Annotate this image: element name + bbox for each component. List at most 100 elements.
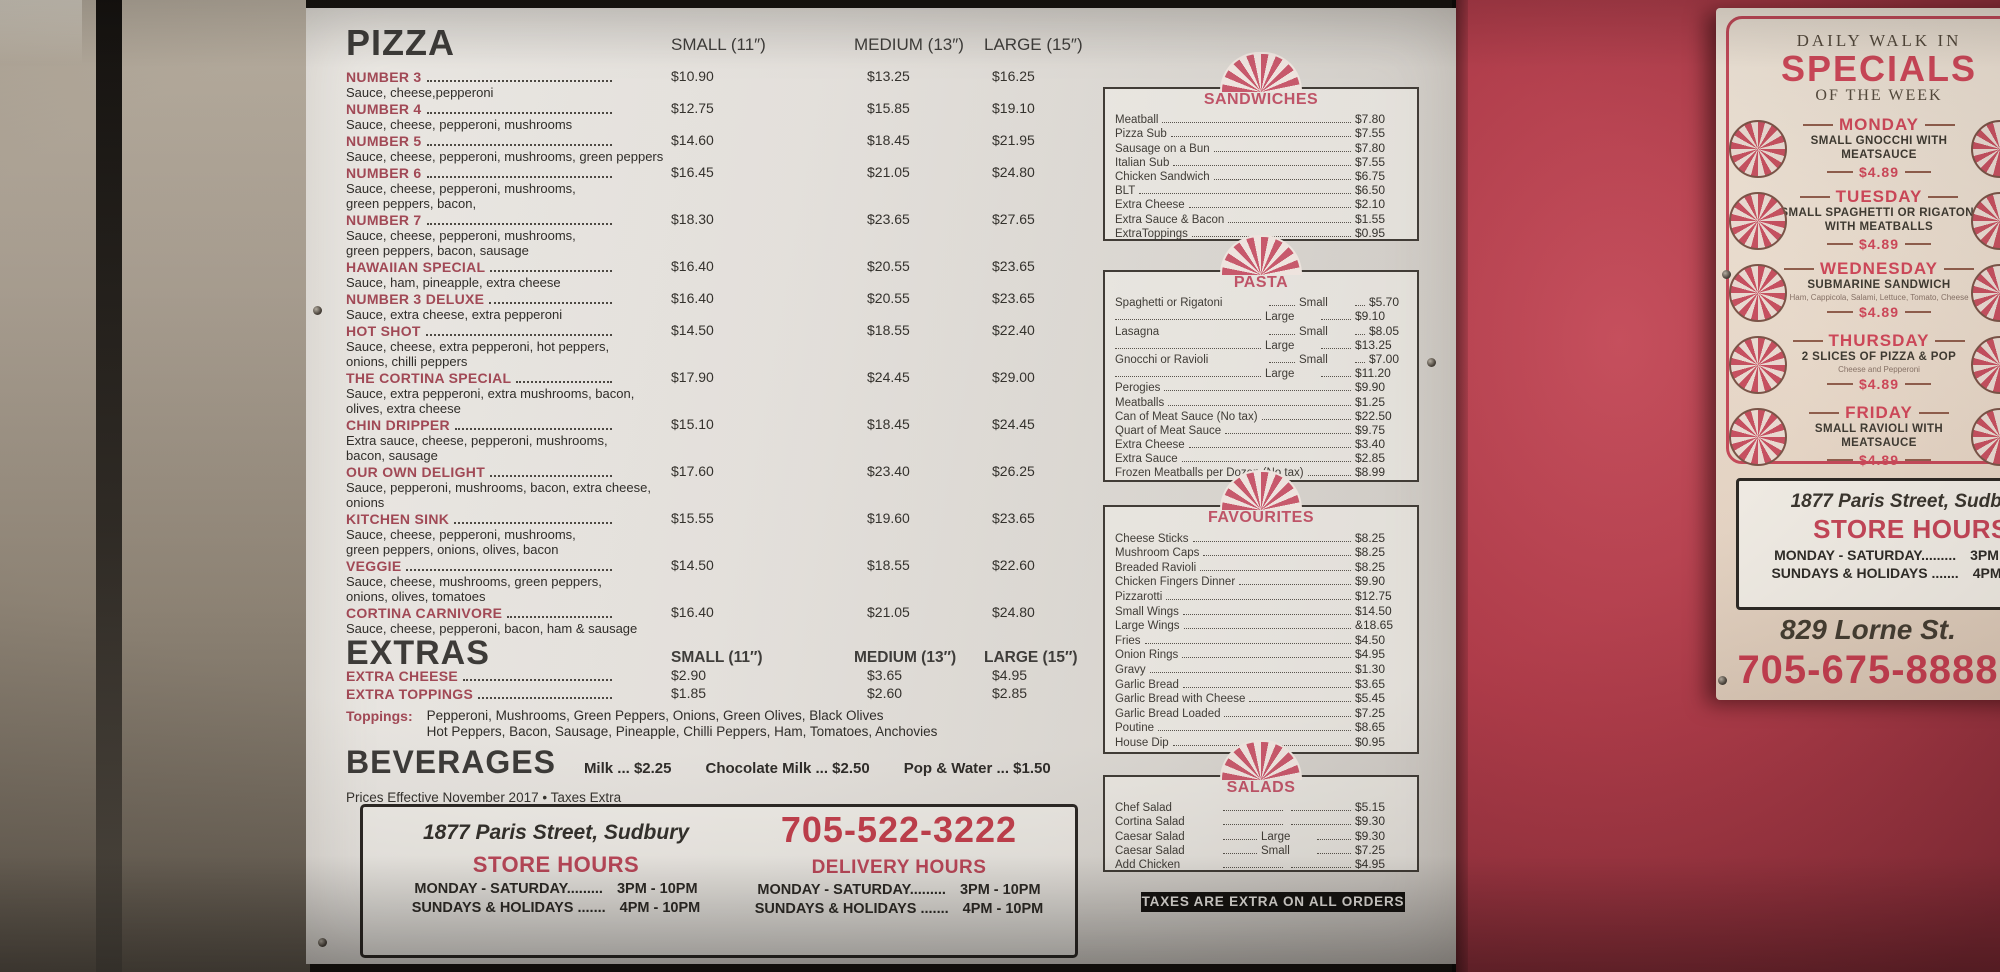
price-medium: $19.60 (867, 510, 910, 526)
rule-line (1935, 340, 1966, 342)
dotted-leader (1317, 838, 1351, 840)
hours-time: 4PM - 10PM (962, 901, 1044, 917)
pasta-item-list: Perogies $9.90 Meatballs $1.25 Can of Me… (1105, 380, 1417, 479)
dotted-leader (426, 112, 612, 114)
price-medium: $2.60 (867, 685, 903, 701)
menu-item-name-line: CHIN DRIPPER (346, 417, 612, 433)
dotted-leader (1139, 193, 1351, 195)
menu-item-name: EXTRA CHEESE (346, 668, 458, 684)
wall-shadow-strip (96, 0, 122, 972)
menu-item-name: Can of Meat Sauce (No tax) (1115, 410, 1258, 423)
menu-item-name: Poutine (1115, 722, 1155, 735)
street-address: 1877 Paris Street, Sudbury (422, 821, 690, 844)
pizza-size-header-small: SMALL (11″) (671, 35, 766, 54)
menu-item-description: Sauce, cheese, pepperoni, mushrooms, gre… (346, 228, 576, 258)
price-large: $24.80 (992, 604, 1035, 620)
menu-item-name: HOT SHOT (346, 323, 421, 339)
dotted-leader (1355, 333, 1365, 335)
menu-item-name: CHIN DRIPPER (346, 417, 450, 433)
menu-item-name-line: NUMBER 5 (346, 133, 612, 149)
menu-row: Chicken Sandwich $6.75 (1115, 169, 1407, 183)
menu-row: Chef Salad $5.15 (1115, 800, 1407, 814)
dotted-leader (1182, 657, 1351, 659)
salads-box: SALADS Chef Salad $5.15 Cortina Salad (1103, 740, 1419, 872)
menu-item-price: $8.65 (1355, 720, 1386, 735)
menu-item-description: Sauce, ham, pineapple, extra cheese (346, 275, 561, 290)
delivery-hours-title: DELIVERY HOURS (811, 857, 987, 878)
price-medium: $24.45 (867, 369, 910, 385)
menu-item-name: Extra Sauce (1115, 453, 1178, 466)
price-large: $26.25 (992, 463, 1035, 479)
menu-item-name: Garlic Bread Loaded (1115, 707, 1221, 720)
pizza-menu-row: CHIN DRIPPER Extra sauce, cheese, pepper… (346, 416, 1035, 463)
price-large: $27.65 (992, 211, 1035, 227)
price-small: $15.55 (671, 510, 714, 526)
menu-item-name: KITCHEN SINK (346, 511, 450, 527)
price-small: $16.45 (671, 164, 714, 180)
price-small: $14.60 (671, 132, 714, 148)
menu-row: Mushroom Caps $8.25 (1115, 545, 1407, 560)
menu-item-name-line: KITCHEN SINK (346, 511, 612, 527)
pizza-menu-row: NUMBER 5 Sauce, cheese, pepperoni, mushr… (346, 132, 1035, 164)
menu-item-description: Sauce, cheese, mushrooms, green peppers,… (346, 574, 602, 604)
menu-item-name-line: NUMBER 7 (346, 212, 612, 228)
pasta-sized-list: Spaghetti or Rigatoni Small $5.70 Large … (1105, 295, 1417, 380)
dotted-leader (1213, 178, 1351, 180)
menu-item-description: Sauce, cheese,pepperoni (346, 85, 494, 100)
menu-row: Large $9.10 (1115, 309, 1407, 323)
special-price-row: $4.89 (1729, 376, 2000, 392)
pizza-menu-row: HOT SHOT Sauce, cheese, extra pepperoni,… (346, 322, 1035, 369)
menu-item-name: Pizza Sub (1115, 128, 1167, 141)
size-label-large: Large (1265, 339, 1295, 352)
menu-item-price: $3.40 (1355, 437, 1386, 452)
daily-special: FRIDAY SMALL RAVIOLI WITH MEATSAUCE $4.8… (1729, 401, 2000, 473)
dotted-leader (1115, 347, 1261, 349)
price-medium: $23.40 (867, 463, 910, 479)
salads-list: Chef Salad $5.15 Cortina Salad $9.30 (1105, 800, 1417, 871)
hours-days: SUNDAYS & HOLIDAYS ....... (1771, 565, 1959, 581)
specials-panel: DAILY WALK IN SPECIALS OF THE WEEK MONDA… (1716, 8, 2000, 700)
menu-row: Sausage on a Bun $7.80 (1115, 140, 1407, 155)
dotted-leader (1173, 164, 1351, 166)
toppings-note: Toppings: Pepperoni, Mushrooms, Green Pe… (346, 708, 1046, 740)
menu-item-name: Gnocchi or Ravioli (1115, 353, 1209, 366)
menu-item-name: Garlic Bread with Cheese (1115, 693, 1246, 706)
menu-row: Pizza Sub $7.55 (1115, 126, 1407, 140)
price-large: $24.45 (992, 416, 1035, 432)
menu-item-price: $13.25 (1355, 337, 1392, 352)
menu-item-price: $2.85 (1355, 451, 1386, 466)
phone-number: 705-522-3222 (780, 809, 1018, 850)
menu-item-price: $7.80 (1355, 140, 1386, 155)
pasta-box: PASTA Spaghetti or Rigatoni Small $5.70 (1103, 235, 1419, 482)
size-label-large: Large (1265, 311, 1295, 324)
dotted-leader (1182, 613, 1351, 615)
day-name: TUESDAY (1835, 187, 1923, 206)
menu-item-description: Sauce, cheese, pepperoni, mushrooms (346, 117, 573, 132)
price-small: $15.10 (671, 416, 714, 432)
dotted-leader (1168, 404, 1351, 406)
menu-row: Large $13.25 (1115, 338, 1407, 352)
special-price: $4.89 (1858, 375, 1900, 392)
pinwheel-icon (1729, 192, 1787, 250)
menu-item-price: $8.05 (1369, 323, 1400, 338)
dotted-leader (489, 302, 612, 304)
specials-header-main: SPECIALS (1780, 48, 1978, 89)
menu-item-price: $12.75 (1355, 588, 1392, 603)
menu-board: PIZZA SMALL (11″) MEDIUM (13″) LARGE (15… (306, 8, 1456, 964)
rule-line (1826, 243, 1853, 245)
menu-item-price: $8.25 (1355, 559, 1386, 574)
price-large: $23.65 (992, 290, 1035, 306)
hours-time: 4PM - 10PM (619, 900, 701, 916)
fan-logo-icon (1220, 52, 1302, 92)
dotted-leader (426, 176, 612, 178)
menu-item-price: $5.70 (1369, 295, 1400, 310)
price-large: $19.10 (992, 100, 1035, 116)
special-price-row: $4.89 (1729, 304, 2000, 320)
menu-item-description: Sauce, cheese, pepperoni, mushrooms, gre… (346, 181, 576, 211)
menu-item-price: $7.25 (1355, 705, 1386, 720)
specials-card: DAILY WALK IN SPECIALS OF THE WEEK MONDA… (1726, 16, 2000, 468)
panel-hours-lines: MONDAY - SATURDAY......... 3PM - 10PM SU… (1739, 547, 2000, 581)
menu-item-name: Mushroom Caps (1115, 547, 1200, 560)
menu-item-price: $9.10 (1355, 309, 1386, 324)
menu-item-price: $1.25 (1355, 394, 1386, 409)
